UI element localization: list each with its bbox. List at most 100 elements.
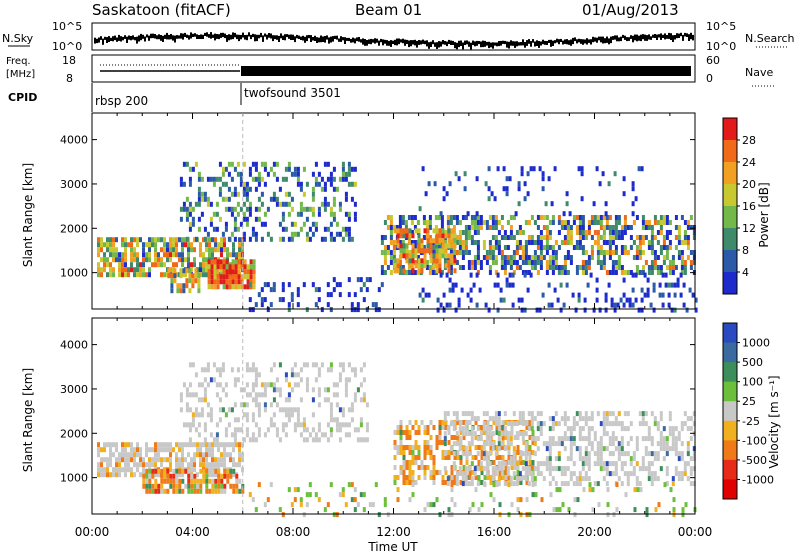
heatmap-cell (347, 181, 351, 187)
heatmap-cell (676, 282, 680, 288)
heatmap-cell (562, 211, 566, 217)
noise-mark (680, 32, 682, 37)
heatmap-cell (524, 220, 528, 225)
heatmap-cell (399, 430, 403, 435)
heatmap-cell (548, 446, 552, 452)
noise-trace (94, 32, 694, 50)
heatmap-cell (202, 462, 205, 468)
heatmap-cell (263, 297, 267, 303)
heatmap-cell (572, 421, 576, 427)
heatmap-cell (592, 201, 596, 207)
noise-mark (450, 40, 452, 45)
heatmap-cell (200, 382, 204, 388)
heatmap-cell (536, 471, 540, 477)
heatmap-cell (163, 473, 167, 479)
heatmap-cell (472, 282, 476, 288)
heatmap-cell (242, 437, 246, 443)
heatmap-cell (611, 265, 615, 270)
heatmap-cell (615, 507, 619, 513)
noise-mark (556, 38, 558, 43)
heatmap-cell (179, 273, 183, 279)
heatmap-cell (668, 446, 672, 452)
heatmap-cell (217, 457, 220, 463)
heatmap-cell (486, 475, 490, 480)
heatmap-cell (236, 226, 240, 232)
heatmap-cell (545, 240, 549, 245)
heatmap-cell (200, 196, 204, 202)
freq-left-tick-bottom: 8 (66, 72, 73, 85)
heatmap-cell (575, 421, 579, 427)
heatmap-cell (524, 476, 528, 482)
heatmap-cell (584, 230, 588, 235)
heatmap-cell (257, 402, 261, 408)
heatmap-cell (593, 436, 597, 442)
heatmap-cell (447, 512, 451, 518)
noise-mark (364, 39, 366, 46)
heatmap-cell (236, 427, 240, 433)
noise-mark (584, 39, 586, 44)
noise-mark (424, 40, 426, 45)
heatmap-cell (492, 460, 496, 465)
heatmap-cell (620, 451, 624, 457)
heatmap-cell (526, 287, 530, 293)
heatmap-cell (332, 201, 336, 207)
heatmap-cell (145, 462, 148, 468)
heatmap-cell (329, 482, 333, 488)
heatmap-cell (482, 466, 486, 472)
heatmap-cell (136, 242, 139, 248)
heatmap-cell (249, 259, 253, 265)
heatmap-cell (596, 481, 600, 487)
heatmap-cell (224, 392, 228, 398)
noise-mark (508, 41, 510, 49)
heatmap-cell (538, 166, 542, 172)
heatmap-cell (350, 307, 354, 313)
heatmap-cell (473, 215, 477, 220)
heatmap-cell (533, 476, 537, 482)
heatmap-cell (170, 288, 174, 294)
heatmap-cell (302, 362, 306, 368)
heatmap-cell (118, 267, 121, 273)
noise-mark (580, 39, 582, 44)
heatmap-cell (441, 233, 445, 239)
heatmap-cell (611, 230, 615, 235)
heatmap-cell (508, 272, 512, 278)
heatmap-cell (553, 287, 557, 293)
heatmap-cell (500, 255, 504, 260)
heatmap-cell (617, 255, 621, 260)
heatmap-cell (305, 502, 309, 508)
heatmap-cell (417, 233, 421, 239)
heatmap-cell (160, 488, 164, 494)
noise-mark (124, 35, 126, 39)
heatmap-cell (604, 307, 608, 313)
heatmap-cell (242, 191, 246, 197)
heatmap-cell (617, 441, 621, 447)
heatmap-cell (587, 431, 591, 437)
heatmap-cell (423, 263, 427, 269)
heatmap-cell (533, 441, 537, 447)
heatmap-cell (581, 436, 585, 442)
heatmap-cell (121, 242, 124, 248)
heatmap-cell (218, 161, 222, 167)
heatmap-cell (413, 245, 417, 250)
noise-mark (552, 40, 554, 46)
cpid-label: CPID (8, 91, 37, 104)
noise-right-tick-bottom: 10^0 (706, 40, 736, 53)
colorbar-swatch (723, 459, 737, 480)
heatmap-cell (314, 302, 318, 308)
heatmap-cell (220, 252, 223, 258)
heatmap-cell (211, 478, 215, 484)
noise-mark (416, 40, 418, 48)
heatmap-cell (205, 272, 208, 278)
heatmap-cell (653, 215, 657, 220)
heatmap-cell (154, 488, 158, 494)
heatmap-cell (452, 421, 456, 427)
heatmap-cell (614, 215, 618, 220)
heatmap-cell (130, 267, 133, 273)
heatmap-cell (476, 250, 480, 255)
heatmap-cell (344, 432, 348, 438)
heatmap-cell (536, 466, 540, 472)
heatmap-cell (554, 456, 558, 462)
heatmap-cell (539, 250, 543, 255)
heatmap-cell (611, 461, 615, 467)
heatmap-cell (420, 263, 424, 269)
